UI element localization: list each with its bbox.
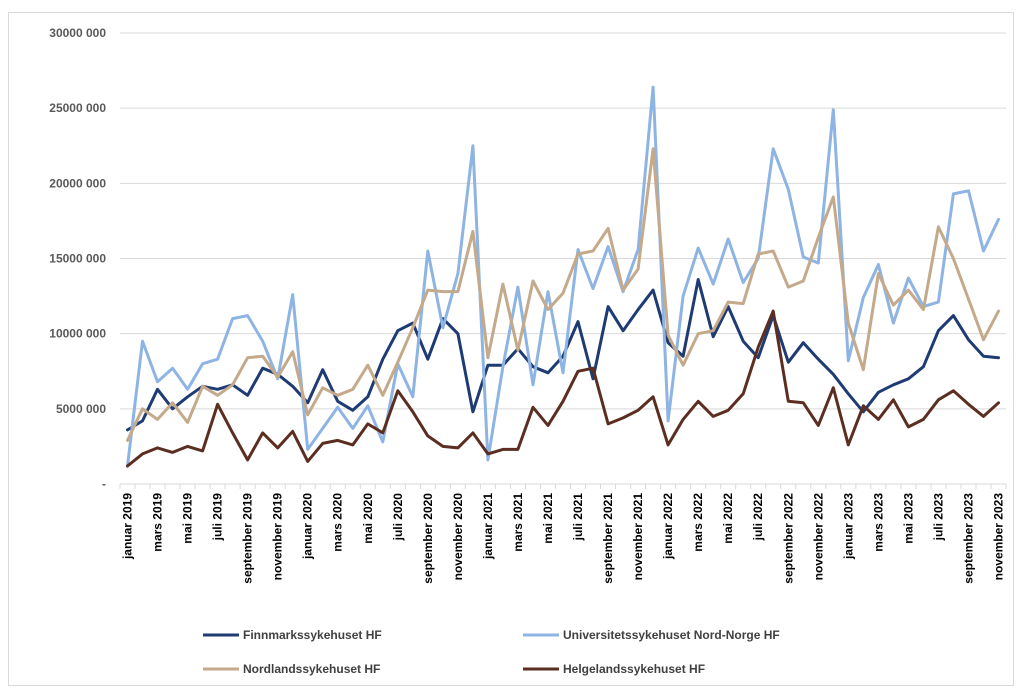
y-tick-label: 25000 000 — [49, 101, 106, 115]
x-tick-label: september 2020 — [421, 493, 435, 584]
legend-label: Finnmarkssykehuset HF — [243, 628, 382, 642]
x-tick-label: juli 2020 — [391, 493, 405, 542]
series-line-3 — [126, 309, 1000, 468]
x-tick-label: september 2023 — [961, 493, 975, 584]
x-axis-tick-marks — [119, 484, 1007, 489]
y-tick-label: - — [102, 477, 106, 491]
gridlines — [120, 32, 1006, 485]
legend-label: Helgelandssykehuset HF — [563, 662, 705, 676]
x-tick-label: mars 2021 — [511, 493, 525, 552]
x-tick-label: juli 2023 — [931, 493, 945, 542]
x-tick-label: januar 2023 — [841, 493, 855, 560]
x-tick-label: mai 2021 — [541, 493, 555, 544]
x-tick-label: mai 2020 — [361, 493, 375, 544]
legend-label: Universitetssykehuset Nord-Norge HF — [563, 628, 780, 642]
y-tick-label: 30000 000 — [49, 26, 106, 40]
x-tick-label: mai 2023 — [901, 493, 915, 544]
x-tick-label: september 2021 — [601, 493, 615, 584]
x-tick-label: januar 2022 — [661, 493, 675, 560]
x-tick-label: mars 2022 — [691, 493, 705, 552]
x-tick-label: mai 2019 — [181, 493, 195, 544]
x-axis-ticks: januar 2019 mars 2019 mai 2019 juli 2019 sep… — [121, 493, 1006, 584]
x-tick-label: mars 2023 — [871, 493, 885, 552]
x-tick-label: november 2020 — [451, 493, 465, 581]
y-axis-ticks: - 5000 000 10000 000 15000 000 20000 000 2500… — [49, 26, 106, 491]
x-tick-label: januar 2019 — [121, 493, 135, 560]
x-tick-label: november 2022 — [811, 493, 825, 581]
x-tick-label: juli 2022 — [751, 493, 765, 542]
legend-label: Nordlandssykehuset HF — [243, 662, 380, 676]
x-tick-label: juli 2019 — [211, 493, 225, 542]
x-tick-label: november 2023 — [991, 493, 1005, 581]
x-tick-label: mai 2022 — [721, 493, 735, 544]
y-tick-label: 20000 000 — [49, 176, 106, 190]
series-lines — [126, 85, 1000, 468]
x-tick-label: januar 2020 — [301, 493, 315, 560]
x-tick-label: november 2019 — [271, 493, 285, 581]
x-tick-label: mars 2019 — [151, 493, 165, 552]
y-tick-label: 5000 000 — [56, 402, 106, 416]
x-tick-label: september 2019 — [241, 493, 255, 584]
legend: Finnmarkssykehuset HF Universitetssykehus… — [203, 628, 780, 676]
y-tick-label: 15000 000 — [49, 252, 106, 266]
x-tick-label: september 2022 — [781, 493, 795, 584]
x-tick-label: januar 2021 — [481, 493, 495, 560]
y-tick-label: 10000 000 — [49, 327, 106, 341]
x-tick-label: juli 2021 — [571, 493, 585, 542]
x-tick-label: november 2021 — [631, 493, 645, 581]
x-tick-label: mars 2020 — [331, 493, 345, 552]
series-line-2 — [126, 147, 1000, 442]
series-line-0 — [126, 278, 1000, 432]
